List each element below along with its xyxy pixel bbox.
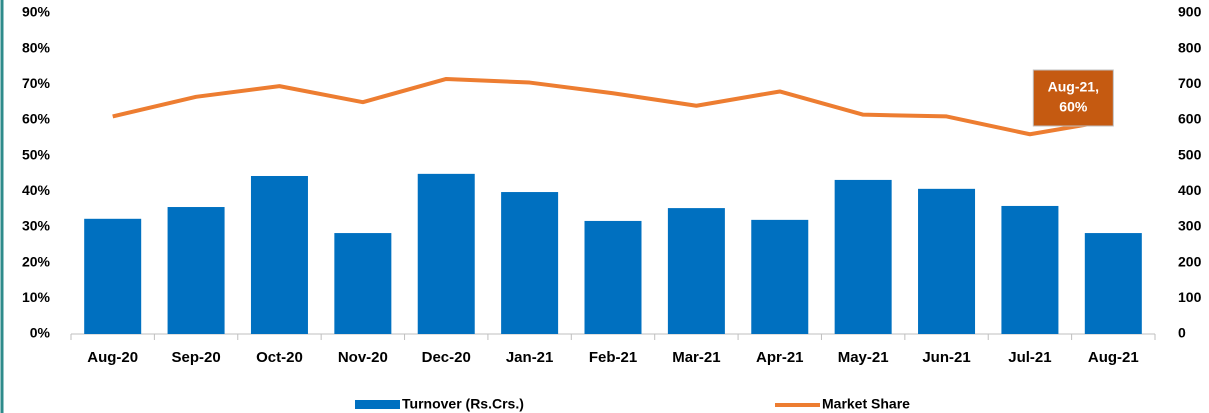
y-tick-label: 30% <box>22 218 51 234</box>
annotation-text: 60% <box>1059 99 1088 115</box>
annotation-box <box>1032 69 1114 127</box>
x-tick-label: Jan-21 <box>506 349 554 366</box>
x-tick-label: Aug-21 <box>1088 349 1139 366</box>
x-tick-label: Feb-21 <box>589 349 637 366</box>
bar <box>250 175 308 334</box>
y-tick-label: 60% <box>22 111 51 127</box>
bar <box>834 179 892 334</box>
y-tick-label: 90% <box>22 4 51 20</box>
bar <box>417 173 475 334</box>
y-tick-label: 80% <box>22 39 51 55</box>
legend-label: Market Share <box>822 396 910 412</box>
x-tick-label: Aug-20 <box>87 349 138 366</box>
y2-tick-label: 300 <box>1178 218 1202 234</box>
bar <box>1001 205 1059 334</box>
bar <box>667 208 725 334</box>
y2-tick-label: 0 <box>1178 325 1186 341</box>
bar <box>751 219 809 334</box>
x-tick-label: Jul-21 <box>1008 349 1051 366</box>
y-tick-label: 70% <box>22 75 51 91</box>
y-tick-label: 50% <box>22 146 51 162</box>
x-tick-label: Apr-21 <box>756 349 804 366</box>
line <box>112 76 1114 137</box>
x-tick-label: Dec-20 <box>422 349 471 366</box>
y-tick-label: 40% <box>22 182 51 198</box>
y2-tick-label: 100 <box>1178 289 1202 305</box>
x-tick-label: Mar-21 <box>672 349 720 366</box>
y2-tick-label: 700 <box>1178 75 1202 91</box>
bar <box>918 188 976 334</box>
y2-tick-label: 800 <box>1178 39 1202 55</box>
bar <box>584 220 642 334</box>
bar <box>84 218 142 334</box>
x-tick-label: May-21 <box>838 349 889 366</box>
bar <box>501 192 559 334</box>
x-tick-label: Jun-21 <box>922 349 970 366</box>
y2-tick-label: 400 <box>1178 182 1202 198</box>
y-tick-label: 20% <box>22 253 51 269</box>
y2-tick-label: 600 <box>1178 111 1202 127</box>
y2-tick-label: 200 <box>1178 253 1202 269</box>
y-tick-label: 0% <box>30 325 51 341</box>
y2-tick-label: 500 <box>1178 146 1202 162</box>
x-tick-label: Oct-20 <box>256 349 303 366</box>
legend-swatch <box>355 400 400 409</box>
y-tick-label: 10% <box>22 289 51 305</box>
x-tick-label: Nov-20 <box>338 349 388 366</box>
annotation-text: Aug-21, <box>1048 79 1099 95</box>
bar <box>1084 233 1142 334</box>
y2-tick-label: 900 <box>1178 4 1202 20</box>
x-tick-label: Sep-20 <box>171 349 220 366</box>
legend-label: Turnover (Rs.Crs.) <box>402 396 524 412</box>
bar <box>167 207 225 334</box>
bar <box>334 233 392 334</box>
